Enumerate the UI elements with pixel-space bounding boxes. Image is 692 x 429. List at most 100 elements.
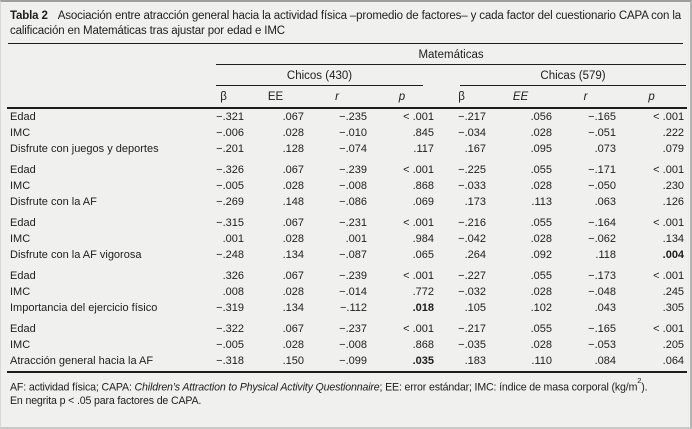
table-row: IMC .008 .028 −.014 .772 −.032 .028 −.048 .245 <box>7 284 687 300</box>
span-header-row: Matemáticas <box>7 44 687 66</box>
stat-value-cell: .126 <box>662 196 685 208</box>
stat-value-cell: −.042 <box>458 233 486 245</box>
table-row: IMC −.006 .028 −.010 .845 −.034 .028 −.051 .222 <box>7 125 687 141</box>
superscript-2: 2 <box>637 376 642 385</box>
stat-value-cell: −.006 <box>216 127 244 139</box>
bold-significance-note: En negrita p < .05 para factores de CAPA… <box>10 395 202 408</box>
stat-value-cell: −.010 <box>339 127 367 139</box>
stat-value-cell: .092 <box>530 249 552 261</box>
stat-value-cell: −.171 <box>588 164 616 176</box>
stat-value-cell: .118 <box>595 249 616 261</box>
stat-value-cell: < .001 <box>403 217 434 229</box>
stat-value-cell: −.216 <box>458 217 486 229</box>
stat-value-cell: .028 <box>530 339 552 351</box>
stat-value-cell: .067 <box>282 323 304 335</box>
caption-divider <box>8 43 683 44</box>
stat-value-cell: .084 <box>555 353 619 373</box>
stat-value-cell: .028 <box>282 286 304 298</box>
stat-value-cell: −.062 <box>588 233 616 245</box>
table-row: Disfrute con juegos y deportes −.201 .128 −… <box>7 141 687 157</box>
stat-value-cell: .305 <box>662 302 685 314</box>
stat-value-cell: .028 <box>530 286 552 298</box>
stat-value-cell: −.005 <box>216 339 244 351</box>
stat-value-cell: .868 <box>412 180 434 192</box>
stat-value-cell: .069 <box>412 196 434 208</box>
stat-value-cell: .128 <box>282 143 304 155</box>
stat-value-cell: .167 <box>464 143 486 155</box>
stat-value-cell: −.248 <box>216 249 244 261</box>
stat-value-cell: −.231 <box>339 217 367 229</box>
questionnaire-name: Children’s Attraction to Physical Activi… <box>134 381 380 394</box>
stat-value-cell: −.112 <box>339 302 367 314</box>
col-header-beta-chicas: β <box>437 87 489 109</box>
table-row: Edad −.315 .067 −.231 < .001 −.216 .055 −.164 < … <box>7 210 687 231</box>
stat-value-cell: .067 <box>282 111 304 123</box>
stat-value-cell: −.201 <box>216 143 244 155</box>
stat-value-cell: .222 <box>662 127 685 139</box>
row-label: Edad <box>10 164 36 176</box>
stat-value-cell: .067 <box>282 164 304 176</box>
table-number: Tabla 2 <box>10 10 48 22</box>
col-header-ee-chicas: EE <box>489 87 555 109</box>
stat-value-cell: −.035 <box>458 339 486 351</box>
stat-value-cell: −.322 <box>216 323 244 335</box>
stat-value-cell: −.074 <box>339 143 367 155</box>
table-body: Edad −.321 .067 −.235 < .001 −.217 .056 −.165 < … <box>7 108 688 373</box>
stat-value-cell: .067 <box>282 217 304 229</box>
stat-value-cell: .028 <box>282 339 304 351</box>
stat-value-cell: .028 <box>530 233 552 245</box>
stat-value-cell: < .001 <box>653 323 685 335</box>
stat-value-cell: .004 <box>662 249 685 261</box>
group-header-chicas: Chicas (579) <box>460 67 687 86</box>
col-header-p-chicos: p <box>370 87 437 109</box>
stat-value-cell: −.014 <box>339 286 367 298</box>
col-header-ee-chicos: EE <box>247 87 307 109</box>
row-label: Disfrute con la AF vigorosa <box>10 249 142 261</box>
row-label: Disfrute con la AF <box>10 196 97 208</box>
table-row: Edad −.322 .067 −.237 < .001 −.217 .055 −.165 < … <box>7 316 687 337</box>
stat-value-cell: .134 <box>282 302 304 314</box>
stat-value-cell: −.050 <box>588 180 616 192</box>
abbreviations-note: AF: actividad física; CAPA: Children’s A… <box>10 376 681 395</box>
stat-value-cell: < .001 <box>403 111 434 123</box>
table-row: IMC −.005 .028 −.008 .868 −.035 .028 −.053 .205 <box>7 337 687 353</box>
stat-value-cell: −.165 <box>588 323 616 335</box>
col-header-p-chicas: p <box>619 87 688 109</box>
row-label: Edad <box>10 217 36 229</box>
stat-value-cell: < .001 <box>403 323 434 335</box>
stat-value-cell: −.051 <box>588 127 616 139</box>
stat-value-cell: −.235 <box>339 111 367 123</box>
stat-value-cell: −.034 <box>458 127 486 139</box>
col-header-beta-chicos: β <box>203 87 247 109</box>
stat-value-cell: .102 <box>530 302 552 314</box>
stat-value-cell: −.225 <box>458 164 486 176</box>
stat-value-cell: .056 <box>530 111 552 123</box>
stat-value-cell: .028 <box>530 127 552 139</box>
stat-value-cell: −.032 <box>458 286 486 298</box>
stat-value-cell: .064 <box>619 353 688 373</box>
stat-value-cell: −.217 <box>458 111 486 123</box>
stat-value-cell: −.048 <box>588 286 616 298</box>
stat-value-cell: < .001 <box>653 217 685 229</box>
stat-value-cell: −.237 <box>339 323 367 335</box>
stat-value-cell: .984 <box>412 233 434 245</box>
stat-value-cell: .772 <box>412 286 434 298</box>
row-label: Importancia del ejercicio físico <box>10 302 158 314</box>
row-label: IMC <box>10 180 31 192</box>
abbrev-text: AF: actividad física; CAPA: <box>10 381 135 394</box>
stat-value-cell: .028 <box>282 180 304 192</box>
stat-value-cell: .001 <box>222 233 244 245</box>
stat-value-cell: −.053 <box>588 339 616 351</box>
stat-value-cell: .055 <box>530 217 552 229</box>
col-header-r-chicos: r <box>307 87 370 109</box>
stat-value-cell: −.008 <box>339 339 367 351</box>
stat-value-cell: .028 <box>282 233 304 245</box>
stat-value-cell: .173 <box>464 196 486 208</box>
row-label: Edad <box>10 323 36 335</box>
stat-value-cell: .008 <box>222 286 244 298</box>
empty-corner-cell <box>7 66 203 87</box>
table-footnotes: AF: actividad física; CAPA: Children’s A… <box>10 376 681 409</box>
results-table: Matemáticas Chicos (430) Chicas (579) β … <box>7 44 688 373</box>
stat-value-cell: −.239 <box>339 164 367 176</box>
stat-value-cell: .073 <box>594 143 616 155</box>
